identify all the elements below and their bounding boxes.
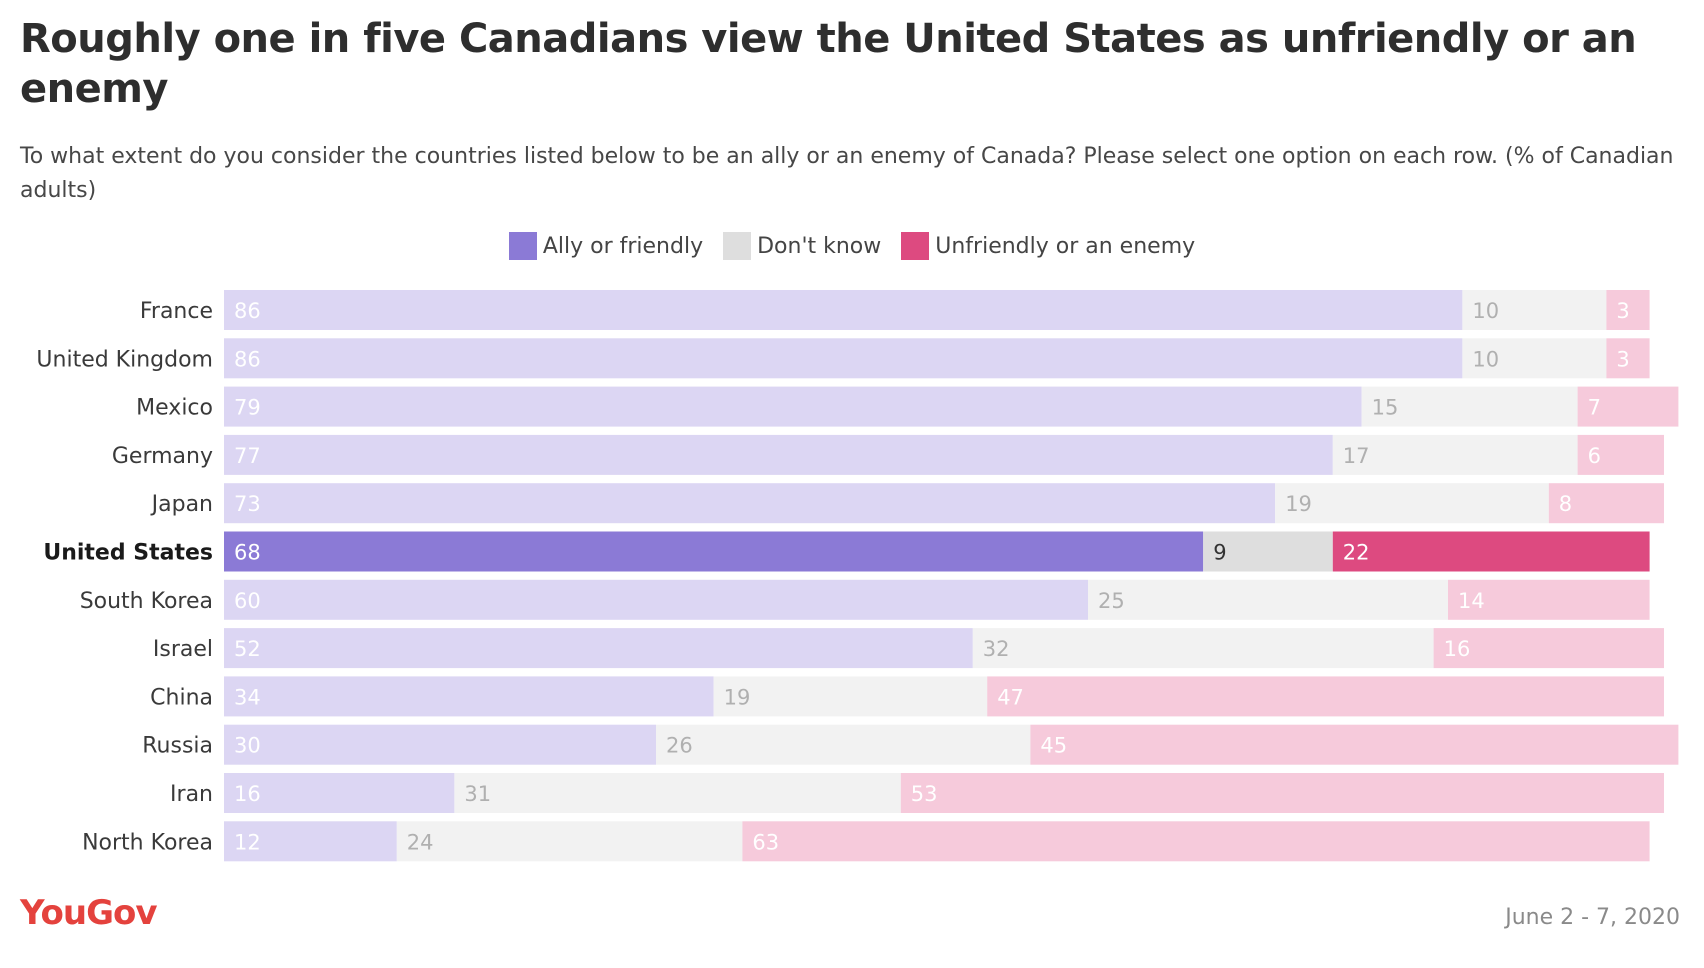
category-label-japan: Japan [150,492,213,517]
data-label-don-t-know-united-states: 9 [1213,541,1226,565]
yougov-logo: YouGov [20,893,157,933]
bar-unfriendly-or-an-enemy-north-korea [742,821,1650,862]
data-label-don-t-know-israel: 32 [983,637,1010,661]
chart-title: Roughly one in five Canadians view the U… [20,16,1637,112]
chart-subtitle: To what extent do you consider the count… [20,144,1674,203]
category-label-north-korea: North Korea [82,830,213,855]
bar-don-t-know-israel [972,628,1434,669]
bar-unfriendly-or-an-enemy-japan [1548,483,1664,524]
bar-ally-or-friendly-mexico [224,386,1362,427]
data-label-unfriendly-or-an-enemy-japan: 8 [1559,492,1572,516]
data-label-unfriendly-or-an-enemy-mexico: 7 [1588,396,1601,420]
category-label-south-korea: South Korea [80,589,213,614]
bar-unfriendly-or-an-enemy-united-kingdom [1606,338,1650,379]
legend-item-dont-know: Don't know [723,232,881,260]
bar-unfriendly-or-an-enemy-france [1606,290,1650,330]
data-label-ally-or-friendly-mexico: 79 [234,396,261,420]
data-label-unfriendly-or-an-enemy-north-korea: 63 [752,830,779,854]
category-label-mexico: Mexico [136,396,213,421]
bar-ally-or-friendly-united-states [224,531,1204,572]
bar-don-t-know-united-kingdom [1462,338,1607,379]
bar-ally-or-friendly-france [224,290,1463,330]
data-label-unfriendly-or-an-enemy-germany: 6 [1588,444,1601,468]
data-label-ally-or-friendly-russia: 30 [234,734,261,758]
bar-ally-or-friendly-russia [224,724,656,765]
category-label-russia: Russia [142,734,213,759]
bar-unfriendly-or-an-enemy-south-korea [1448,579,1650,620]
bar-unfriendly-or-an-enemy-china [987,676,1664,717]
survey-date: June 2 - 7, 2020 [1505,905,1680,930]
data-label-ally-or-friendly-united-kingdom: 86 [234,347,261,371]
data-label-don-t-know-france: 10 [1472,299,1499,323]
bar-ally-or-friendly-north-korea [224,821,397,862]
data-label-don-t-know-north-korea: 24 [407,830,434,854]
data-label-unfriendly-or-an-enemy-russia: 45 [1040,734,1067,758]
bar-ally-or-friendly-china [224,676,714,717]
legend-label-ally: Ally or friendly [542,233,704,259]
bar-don-t-know-iran [454,773,901,813]
category-label-germany: Germany [112,444,213,469]
data-label-don-t-know-united-kingdom: 10 [1472,347,1499,371]
data-label-ally-or-friendly-north-korea: 12 [234,830,261,854]
legend-swatch-dont-know [723,232,752,260]
chart-legend: Ally or friendly Don't know Unfriendly o… [0,230,1704,262]
category-label-united-kingdom: United Kingdom [36,347,213,372]
bar-unfriendly-or-an-enemy-russia [1030,724,1679,765]
category-label-france: France [140,299,213,324]
data-label-unfriendly-or-an-enemy-united-states: 22 [1343,541,1370,565]
bar-don-t-know-mexico [1361,386,1578,427]
data-label-don-t-know-mexico: 15 [1372,396,1399,420]
data-label-ally-or-friendly-france: 86 [234,299,261,323]
bar-don-t-know-france [1462,290,1607,330]
data-label-don-t-know-japan: 19 [1285,492,1312,516]
bar-ally-or-friendly-israel [224,628,973,669]
data-label-ally-or-friendly-china: 34 [234,685,261,709]
data-label-ally-or-friendly-germany: 77 [234,444,261,468]
data-label-don-t-know-russia: 26 [666,734,693,758]
data-label-unfriendly-or-an-enemy-france: 3 [1616,299,1629,323]
data-label-ally-or-friendly-south-korea: 60 [234,589,261,613]
bar-ally-or-friendly-south-korea [224,579,1088,620]
category-label-israel: Israel [153,637,213,662]
data-label-ally-or-friendly-israel: 52 [234,637,261,661]
data-label-ally-or-friendly-united-states: 68 [234,541,261,565]
data-label-unfriendly-or-an-enemy-south-korea: 14 [1458,589,1485,613]
bar-don-t-know-japan [1275,483,1549,524]
data-label-unfriendly-or-an-enemy-united-kingdom: 3 [1616,347,1629,371]
data-label-ally-or-friendly-japan: 73 [234,492,261,516]
data-label-unfriendly-or-an-enemy-iran: 53 [911,782,938,806]
data-label-don-t-know-germany: 17 [1343,444,1370,468]
legend-item-unfriendly: Unfriendly or an enemy [901,232,1195,260]
bar-don-t-know-south-korea [1088,579,1448,620]
data-label-unfriendly-or-an-enemy-china: 47 [997,685,1024,709]
bar-ally-or-friendly-iran [224,773,455,813]
bar-unfriendly-or-an-enemy-iran [900,773,1664,813]
bar-don-t-know-china [713,676,988,717]
bar-unfriendly-or-an-enemy-mexico [1577,386,1679,427]
bar-don-t-know-north-korea [396,821,743,862]
legend-label-unfriendly: Unfriendly or an enemy [935,233,1196,259]
legend-swatch-ally [508,232,537,260]
category-label-china: China [150,685,213,710]
data-label-unfriendly-or-an-enemy-israel: 16 [1444,637,1471,661]
data-label-don-t-know-china: 19 [724,685,751,709]
bar-ally-or-friendly-japan [224,483,1276,524]
bar-ally-or-friendly-united-kingdom [224,338,1463,379]
data-label-ally-or-friendly-iran: 16 [234,782,261,806]
legend-label-dont-know: Don't know [757,233,882,259]
category-label-united-states: United States [43,541,213,566]
bar-don-t-know-russia [656,724,1031,765]
bar-don-t-know-united-states [1203,531,1333,572]
legend-item-ally: Ally or friendly [508,232,704,260]
bar-unfriendly-or-an-enemy-israel [1433,628,1664,669]
bar-unfriendly-or-an-enemy-united-states [1332,531,1650,572]
data-label-don-t-know-iran: 31 [464,782,491,806]
bar-ally-or-friendly-germany [224,434,1333,475]
category-label-iran: Iran [170,782,213,807]
bar-don-t-know-germany [1332,434,1578,475]
data-label-don-t-know-south-korea: 25 [1098,589,1125,613]
legend-swatch-unfriendly [901,232,930,260]
bar-unfriendly-or-an-enemy-germany [1577,434,1664,475]
